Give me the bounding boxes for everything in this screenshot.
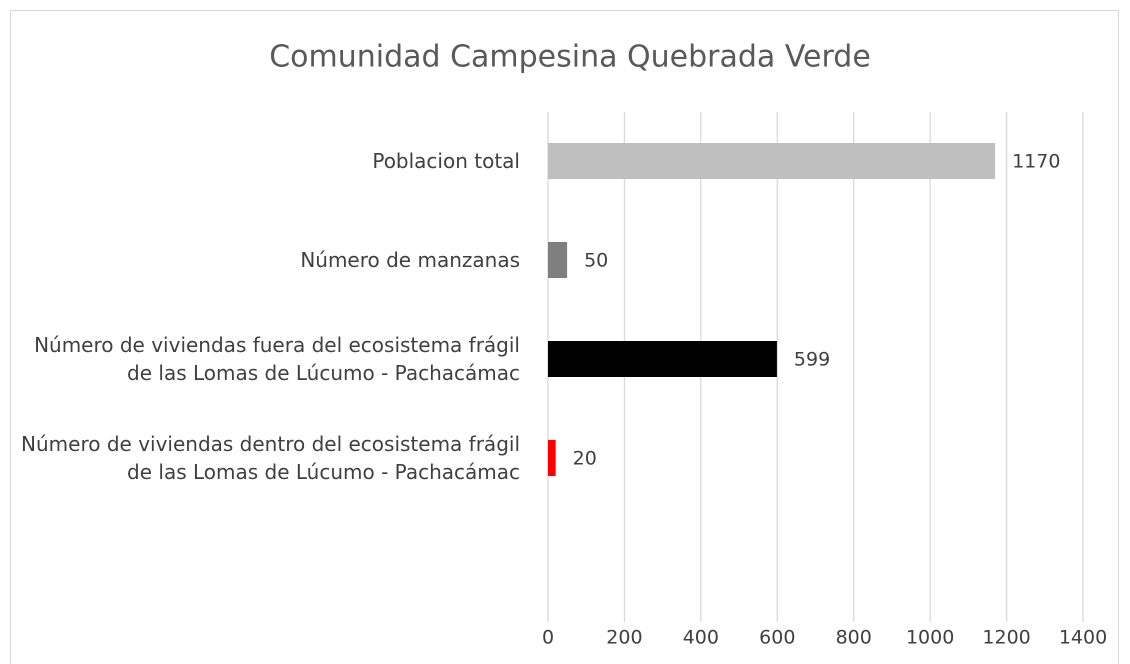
x-tick-label: 400 — [683, 627, 719, 649]
y-tick-label: Número de manzanas — [300, 248, 520, 272]
value-label: 20 — [573, 448, 597, 470]
x-tick-label: 200 — [606, 627, 642, 649]
value-label: 50 — [584, 250, 608, 272]
x-tick-label: 800 — [836, 627, 872, 649]
chart-frame — [10, 10, 1119, 664]
bar — [548, 242, 568, 278]
bar — [548, 341, 777, 377]
x-tick-label: 1400 — [1059, 627, 1107, 649]
value-label: 1170 — [1012, 151, 1060, 173]
y-tick-label: Número de viviendas dentro del ecosistem… — [21, 432, 520, 484]
y-tick-label: Número de viviendas fuera del ecosistema… — [34, 333, 520, 385]
x-tick-label: 1000 — [906, 627, 954, 649]
bar — [548, 440, 556, 476]
value-label: 599 — [794, 349, 830, 371]
x-tick-label: 1200 — [982, 627, 1030, 649]
bar — [548, 143, 996, 179]
x-tick-label: 600 — [759, 627, 795, 649]
x-tick-label: 0 — [542, 627, 554, 649]
y-tick-label: Poblacion total — [372, 149, 520, 173]
chart-title: Comunidad Campesina Quebrada Verde — [269, 40, 871, 75]
